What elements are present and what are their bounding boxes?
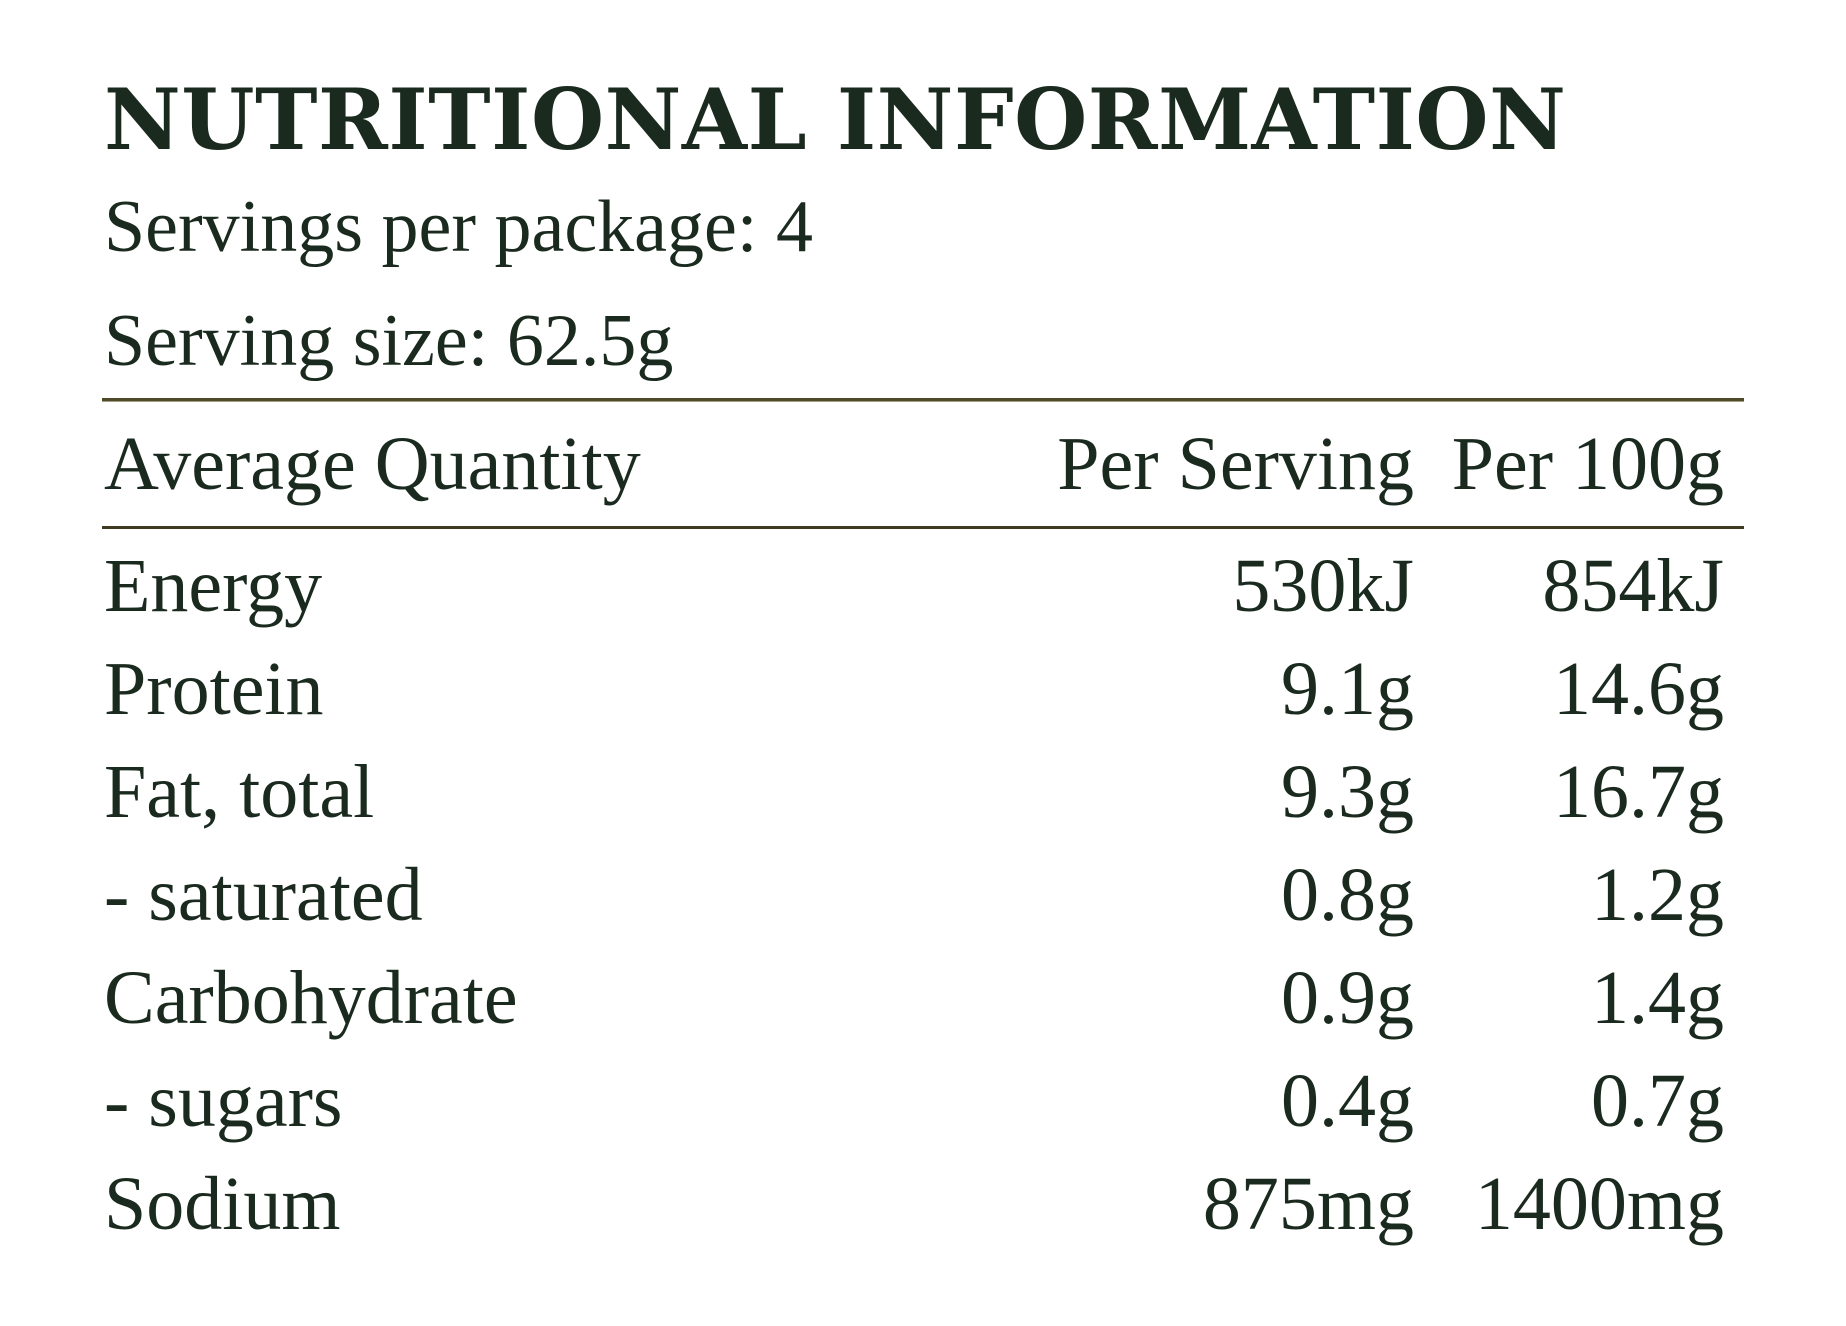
per-serving-value: 0.4g	[1281, 1059, 1414, 1143]
table-row: Energy 530kJ 854kJ	[104, 529, 1724, 638]
nutrient-name: Energy	[104, 544, 323, 628]
per-serving-value: 9.3g	[1281, 750, 1414, 834]
per-100g-value: 1400mg	[1474, 1162, 1724, 1246]
column-header-per-serving: Per Serving	[1057, 422, 1414, 506]
table-row: - sugars 0.4g 0.7g	[104, 1050, 1724, 1153]
nutrient-name: Sodium	[104, 1162, 341, 1246]
column-header-per-100g: Per 100g	[1451, 422, 1724, 506]
panel-title: NUTRITIONAL INFORMATION	[104, 70, 1567, 169]
nutrition-table: Average Quantity Per Serving Per 100g En…	[102, 402, 1744, 1256]
per-100g-value: 14.6g	[1553, 647, 1724, 731]
per-100g-value: 0.7g	[1591, 1059, 1724, 1143]
per-serving-value: 9.1g	[1281, 647, 1414, 731]
nutrient-name: Carbohydrate	[104, 956, 518, 1040]
per-100g-value: 854kJ	[1542, 544, 1724, 628]
per-100g-value: 1.4g	[1591, 956, 1724, 1040]
per-serving-value: 0.8g	[1281, 853, 1414, 937]
per-serving-value: 875mg	[1202, 1162, 1414, 1246]
table-row: Protein 9.1g 14.6g	[104, 638, 1724, 741]
per-100g-value: 16.7g	[1553, 750, 1724, 834]
nutrition-panel: NUTRITIONAL INFORMATION Servings per pac…	[102, 70, 1744, 1256]
serving-size-value: 62.5g	[506, 300, 674, 382]
serving-size-label: Serving size:	[104, 300, 489, 382]
nutrient-name: - sugars	[104, 1059, 343, 1143]
servings-per-package: Servings per package: 4	[104, 170, 1744, 284]
table-header-row: Average Quantity Per Serving Per 100g	[104, 402, 1724, 526]
table-row: Sodium 875mg 1400mg	[104, 1153, 1724, 1256]
per-100g-value: 1.2g	[1591, 853, 1724, 937]
serving-size: Serving size: 62.5g	[104, 284, 1744, 398]
nutrient-name: Protein	[104, 647, 324, 731]
per-serving-value: 0.9g	[1281, 956, 1414, 1040]
servings-label: Servings per package:	[104, 186, 758, 268]
table-row: - saturated 0.8g 1.2g	[104, 844, 1724, 947]
nutrient-name: - saturated	[104, 853, 423, 937]
header-bottom-divider	[102, 526, 1744, 529]
column-header-average-quantity: Average Quantity	[104, 422, 641, 506]
servings-value: 4	[775, 186, 813, 268]
header-top-divider	[102, 398, 1744, 402]
table-row: Carbohydrate 0.9g 1.4g	[104, 947, 1724, 1050]
per-serving-value: 530kJ	[1232, 544, 1414, 628]
table-row: Fat, total 9.3g 16.7g	[104, 741, 1724, 844]
nutrient-name: Fat, total	[104, 750, 375, 834]
